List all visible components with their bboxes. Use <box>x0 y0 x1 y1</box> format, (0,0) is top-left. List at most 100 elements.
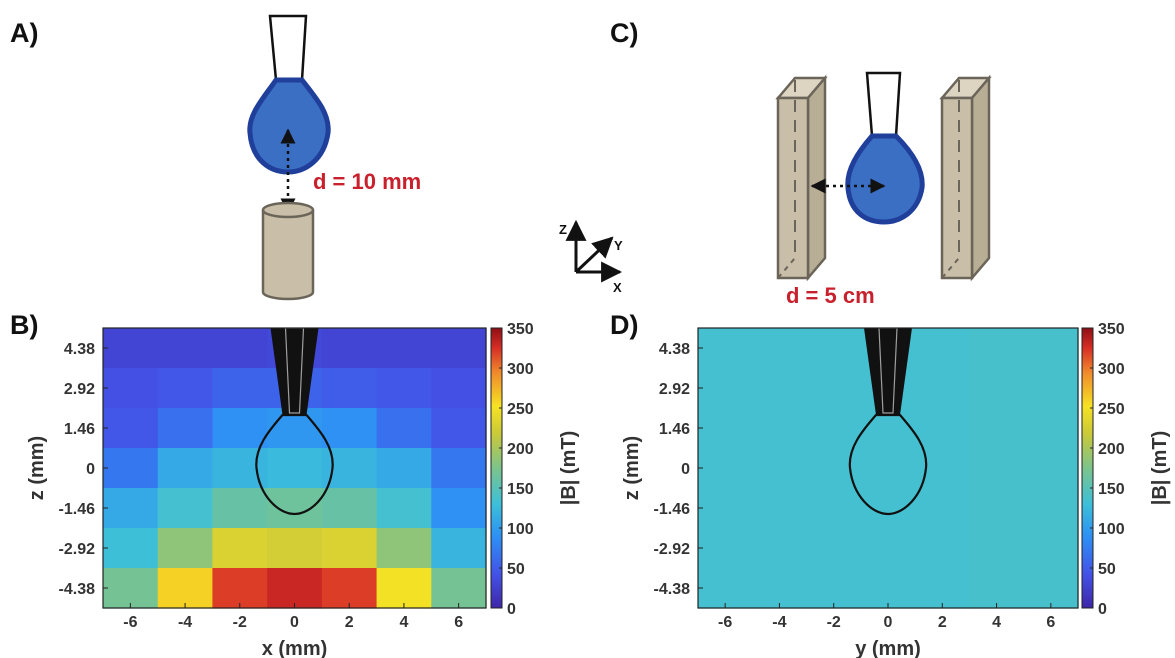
y-tick-label: 4.38 <box>64 341 95 358</box>
nozzle-silhouette <box>864 328 912 415</box>
heatmap-cell <box>1023 488 1079 529</box>
heatmap-cell <box>212 568 268 609</box>
heatmap-cell <box>376 368 432 409</box>
heatmap-cell <box>1023 368 1079 409</box>
heatmap-cell <box>969 408 1025 449</box>
heatmap-cell <box>752 568 808 609</box>
colorbar-label: |B| (mT) <box>1149 431 1171 506</box>
heatmap-cell <box>698 568 753 609</box>
heatmap-cell <box>915 568 971 609</box>
y-tick-label: 1.46 <box>659 421 690 438</box>
heatmap-cell <box>103 408 159 449</box>
heatmap-cell <box>431 488 487 529</box>
heatmap-cell <box>376 448 432 489</box>
distance-label-c: d = 5 cm <box>786 283 875 308</box>
heatmap-cell <box>321 568 378 609</box>
y-axis-label: z (mm) <box>621 436 643 500</box>
distance-label-a: d = 10 mm <box>313 169 421 194</box>
heatmap-cell <box>321 328 378 369</box>
x-tick-label: -2 <box>233 614 247 631</box>
panel-label-a: A) <box>10 18 39 48</box>
heatmap-cell <box>376 328 432 369</box>
colorbar-tick-label: 250 <box>507 401 534 418</box>
magnet-bar-right <box>939 74 992 282</box>
heatmap-cell <box>157 528 214 569</box>
heatmap-cell <box>267 528 323 569</box>
axis-x-letter: X <box>613 280 622 295</box>
heatmap-cell <box>752 328 808 369</box>
heatmap-cell <box>431 328 487 369</box>
colorbar-tick-label: 200 <box>507 441 534 458</box>
heatmap-cell <box>698 448 753 489</box>
heatmap-cell <box>103 528 159 569</box>
heatmap-cell <box>806 368 862 409</box>
heatmap-b: -6 -4 -2 0 2 4 6 4.38 2.92 1.46 0 -1.46 -2.92 -4.38 x … <box>26 321 580 658</box>
heatmap-cell <box>321 408 378 449</box>
x-axis-label: x (mm) <box>262 638 328 658</box>
x-axis-label: y (mm) <box>855 638 921 658</box>
panel-label-b: B) <box>10 310 39 340</box>
heatmap-cell <box>1023 528 1079 569</box>
magnet-cylinder-top <box>261 201 315 219</box>
heatmap-cell <box>698 528 753 569</box>
heatmap-cell <box>103 488 159 529</box>
heatmap-d: -6 -4 -2 0 2 4 6 4.38 2.92 1.46 0 -1.46 -2.92 -4.38 y … <box>621 321 1171 658</box>
diagram-a: d = 10 mm <box>247 14 421 301</box>
heatmap-cell <box>752 528 808 569</box>
nozzle-shape-c <box>865 71 902 138</box>
heatmap-cell <box>806 528 862 569</box>
colorbar-tick-label: 150 <box>1098 481 1125 498</box>
x-tick-label: -2 <box>827 614 841 631</box>
y-tick-label: -4.38 <box>654 581 691 598</box>
y-tick-label: -1.46 <box>654 501 691 518</box>
heatmap-cell <box>1023 328 1079 369</box>
colorbar-tick-label: 100 <box>507 521 534 538</box>
axis-z-letter: Z <box>559 222 567 237</box>
heatmap-cell <box>103 328 159 369</box>
axes-icon: Z Y X <box>559 219 623 295</box>
heatmap-cell <box>915 368 971 409</box>
heatmap-cell <box>157 448 214 489</box>
heatmap-cell <box>806 328 862 369</box>
heatmap-cell <box>321 368 378 409</box>
x-tick-label: 0 <box>884 614 893 631</box>
heatmap-cell <box>157 568 214 609</box>
heatmap-cell <box>267 488 323 529</box>
heatmap-cell <box>376 568 432 609</box>
y-tick-label: 2.92 <box>64 381 95 398</box>
x-tick-label: 4 <box>399 614 408 631</box>
colorbar-tick-label: 50 <box>1098 561 1116 578</box>
heatmap-cell <box>431 368 487 409</box>
heatmap-cell <box>157 368 214 409</box>
heatmap-cell <box>1023 408 1079 449</box>
heatmap-cell <box>157 408 214 449</box>
colorbar-tick-label: 50 <box>507 561 525 578</box>
heatmap-cell <box>212 528 268 569</box>
heatmap-cell <box>103 368 159 409</box>
heatmap-cell <box>103 568 159 609</box>
heatmap-cell <box>806 488 862 529</box>
heatmap-cell <box>698 368 753 409</box>
heatmap-cell <box>698 328 753 369</box>
heatmap-cell <box>752 448 808 489</box>
diagram-c: d = 5 cm <box>775 71 992 308</box>
colorbar-tick-label: 250 <box>1098 401 1125 418</box>
panel-label-c: C) <box>610 18 639 48</box>
y-axis-label: z (mm) <box>26 436 48 500</box>
heatmap-cell <box>969 368 1025 409</box>
colorbar-tick-label: 200 <box>1098 441 1125 458</box>
y-tick-label: 0 <box>86 461 95 478</box>
colorbar <box>490 327 503 609</box>
heatmap-cell <box>212 488 268 529</box>
heatmap-cell <box>212 368 268 409</box>
nozzle-silhouette <box>270 328 319 415</box>
heatmap-cell <box>806 408 862 449</box>
heatmap-cell <box>806 568 862 609</box>
heatmap-cell <box>860 528 916 569</box>
x-tick-label: 6 <box>1046 614 1055 631</box>
y-tick-label: 0 <box>681 461 690 478</box>
y-tick-label: -2.92 <box>654 541 691 558</box>
y-tick-label: 2.92 <box>659 381 690 398</box>
magnet-bar-left <box>775 74 828 282</box>
